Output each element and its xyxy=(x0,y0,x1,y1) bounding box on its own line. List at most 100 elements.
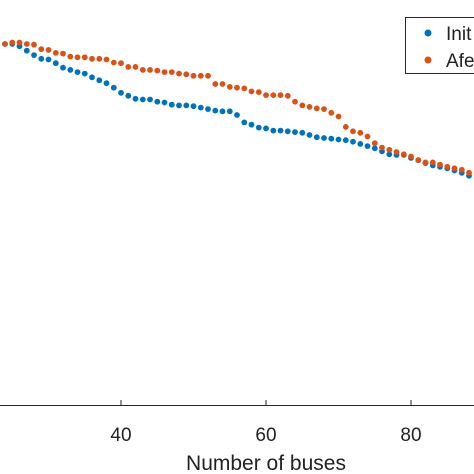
data-point xyxy=(248,121,255,128)
data-point xyxy=(321,106,327,112)
data-point xyxy=(306,132,313,138)
data-point xyxy=(81,54,88,61)
data-point xyxy=(190,103,197,110)
data-point xyxy=(125,92,132,99)
data-point xyxy=(89,74,95,81)
data-point xyxy=(110,59,117,66)
x-axis-ticks: 40 60 80 xyxy=(110,400,422,446)
data-point xyxy=(306,104,313,110)
data-point xyxy=(357,129,364,136)
data-point xyxy=(415,157,422,164)
data-point xyxy=(110,84,117,91)
legend-label-init: Init xyxy=(446,24,472,45)
data-point xyxy=(67,67,74,73)
data-point xyxy=(52,60,59,67)
data-point xyxy=(292,129,298,136)
data-point xyxy=(364,133,371,140)
data-point xyxy=(379,144,385,151)
data-point xyxy=(248,88,255,95)
data-point xyxy=(292,98,298,105)
data-point xyxy=(176,102,182,109)
data-point xyxy=(313,105,320,112)
legend: Init Afe xyxy=(405,17,474,74)
data-point xyxy=(226,108,233,115)
data-point xyxy=(154,98,161,105)
data-point xyxy=(96,55,103,62)
x-tick-label: 60 xyxy=(255,425,276,446)
data-point xyxy=(197,104,204,111)
data-point xyxy=(408,153,414,160)
data-point xyxy=(183,102,190,109)
legend-marker-afe xyxy=(424,56,432,64)
data-point xyxy=(277,92,284,98)
data-point xyxy=(38,46,45,53)
data-point xyxy=(176,70,182,77)
data-point xyxy=(16,39,23,46)
data-point xyxy=(241,85,248,92)
data-point xyxy=(212,107,219,114)
data-point xyxy=(429,159,436,166)
data-point xyxy=(212,81,219,87)
data-point xyxy=(241,119,248,126)
data-point xyxy=(313,134,320,141)
data-point xyxy=(74,54,81,61)
x-tick-label: 40 xyxy=(110,425,131,446)
data-point xyxy=(147,67,153,73)
data-point xyxy=(168,69,175,75)
data-point xyxy=(284,92,291,99)
data-point xyxy=(321,135,327,141)
data-point xyxy=(444,163,451,170)
x-axis-title: Number of buses xyxy=(186,452,346,474)
data-point xyxy=(284,128,291,135)
data-point xyxy=(335,113,342,120)
data-point xyxy=(364,143,371,150)
data-point xyxy=(299,102,306,109)
data-point xyxy=(219,81,226,87)
data-point xyxy=(277,127,284,134)
data-point xyxy=(118,60,124,67)
data-point xyxy=(350,128,356,135)
data-point xyxy=(255,89,262,95)
data-point xyxy=(270,127,277,134)
data-point xyxy=(335,136,342,143)
series-afe xyxy=(2,39,472,176)
data-point xyxy=(103,80,110,87)
data-point xyxy=(81,70,88,77)
data-point xyxy=(96,77,103,84)
data-point xyxy=(60,50,66,57)
data-point xyxy=(328,135,335,142)
data-point xyxy=(357,141,364,147)
data-point xyxy=(219,108,226,115)
data-point xyxy=(89,55,95,62)
data-point xyxy=(422,159,429,166)
data-point xyxy=(132,95,139,102)
data-point xyxy=(255,124,262,131)
data-point xyxy=(197,72,204,79)
data-point xyxy=(45,56,52,63)
data-point xyxy=(139,67,146,73)
data-point xyxy=(103,56,110,63)
data-point xyxy=(205,72,211,79)
data-point xyxy=(451,165,458,172)
data-point xyxy=(183,71,190,78)
data-point xyxy=(74,69,81,75)
data-point xyxy=(31,41,37,48)
data-point xyxy=(458,166,465,173)
data-point xyxy=(67,53,74,60)
data-point xyxy=(38,55,45,62)
data-point xyxy=(118,89,124,96)
data-point xyxy=(161,99,168,106)
data-point xyxy=(154,67,161,74)
data-point xyxy=(226,84,233,90)
data-point xyxy=(386,151,393,158)
data-point xyxy=(139,96,146,103)
data-point xyxy=(23,47,30,54)
data-point xyxy=(31,52,37,58)
data-point xyxy=(52,50,59,56)
legend-label-afe: Afe xyxy=(446,51,474,72)
data-point xyxy=(263,125,269,132)
data-point xyxy=(125,64,132,70)
data-point xyxy=(60,64,66,71)
data-point xyxy=(393,149,400,155)
